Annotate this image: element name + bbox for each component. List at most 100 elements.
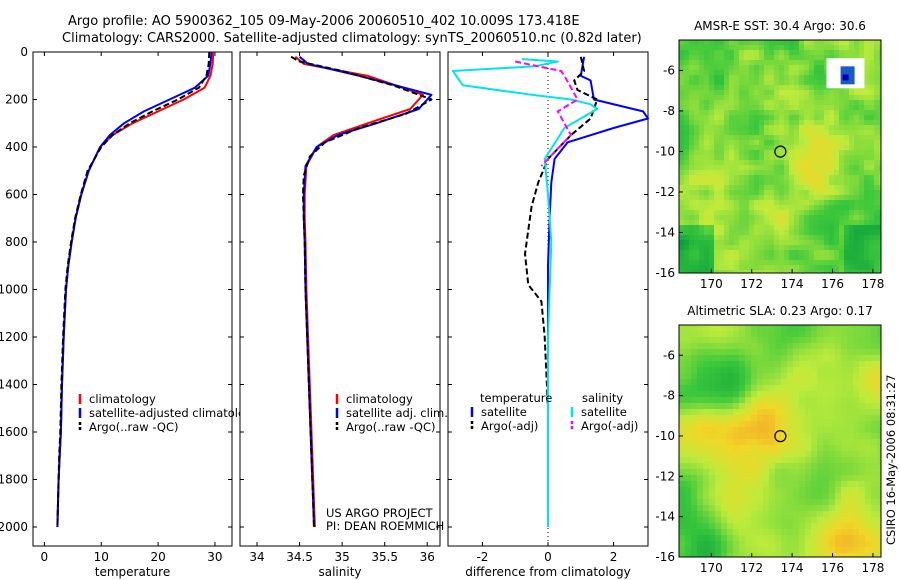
sla_map-cell xyxy=(853,361,860,368)
sst_map-cell xyxy=(874,60,880,66)
sla_map-cell xyxy=(685,415,692,422)
sla_map-cell xyxy=(805,469,812,476)
sst_map-cell xyxy=(819,85,825,91)
sst_map-cell xyxy=(714,60,720,66)
sla_map-cell xyxy=(811,373,818,380)
sla_map-cell xyxy=(679,409,686,416)
sst_map-cell xyxy=(754,115,760,121)
sla_map-cell xyxy=(763,433,770,440)
sla_map-cell xyxy=(733,541,740,548)
sst_map-cell xyxy=(799,60,805,66)
sla_map-cell xyxy=(715,463,722,470)
sla_map-cell xyxy=(865,457,872,464)
sla_map-cell xyxy=(829,331,836,338)
sst_map-cell xyxy=(774,140,780,146)
sla_map-cell xyxy=(871,547,878,554)
sla_map-cell xyxy=(715,427,722,434)
sst_map-cell xyxy=(734,95,740,101)
sla_map-cell xyxy=(841,409,848,416)
sla_map-cell xyxy=(757,451,764,458)
sla_map-ytick-label: -10 xyxy=(655,429,675,443)
sla_map-cell xyxy=(703,439,710,446)
sst_map-cell xyxy=(834,45,840,51)
sst_map-cell xyxy=(794,210,800,216)
sla_map-cell xyxy=(685,505,692,512)
sst_map-cell xyxy=(824,160,830,166)
sla_map-cell xyxy=(781,457,788,464)
sst_map-cell xyxy=(769,110,775,116)
sst_map-cell xyxy=(829,115,835,121)
sla_map-cell xyxy=(805,355,812,362)
sst_map-cell xyxy=(799,200,805,206)
sst_map-cell xyxy=(769,120,775,126)
sla_map-cell xyxy=(799,337,806,344)
sst_map-cell xyxy=(834,265,840,271)
sst_map-cell xyxy=(759,110,765,116)
sst_map-cell xyxy=(879,110,882,116)
sla_map-cell xyxy=(763,421,770,428)
sla_map-cell xyxy=(679,547,686,554)
sst_map-cell xyxy=(754,230,760,236)
sst_map-cell xyxy=(754,220,760,226)
sla_map-cell xyxy=(691,457,698,464)
sst_map-cell xyxy=(864,45,870,51)
sst_map-cell xyxy=(799,175,805,181)
sst_map-cell xyxy=(844,260,850,266)
sla_map-cell xyxy=(691,547,698,554)
sst_map-cell xyxy=(819,175,825,181)
sst_map-cell xyxy=(754,245,760,251)
sla_map-cell xyxy=(745,385,752,392)
sla_map-cell xyxy=(745,439,752,446)
sla_map-cell xyxy=(763,553,770,558)
sst_map-cell xyxy=(769,185,775,191)
sla_map-cell xyxy=(817,337,824,344)
sla_map-cell xyxy=(727,481,734,488)
sla_map-cell xyxy=(793,403,800,410)
sst_map-cell xyxy=(874,200,880,206)
sst_map-cell xyxy=(719,105,725,111)
sla_map-cell xyxy=(787,439,794,446)
sla_map-cell xyxy=(835,349,842,356)
sst_map-cell xyxy=(759,85,765,91)
sla_map-cell xyxy=(763,385,770,392)
sla_map-cell xyxy=(697,415,704,422)
sst_map-cell xyxy=(814,220,820,226)
sla_map-cell xyxy=(703,427,710,434)
sst_map-cell xyxy=(879,165,882,171)
sst_map-cell xyxy=(819,130,825,136)
sst_map-cell xyxy=(804,135,810,141)
sst_map-cell xyxy=(814,225,820,231)
sst_map-cell xyxy=(794,265,800,271)
sst_map-cell xyxy=(789,140,795,146)
sla_map-cell xyxy=(871,535,878,542)
sla_map-cell xyxy=(769,535,776,542)
sst_map-cell xyxy=(729,60,735,66)
sla_map-cell xyxy=(835,331,842,338)
sst_map-cell xyxy=(739,75,745,81)
sla_map-cell xyxy=(739,343,746,350)
sst_map-cell xyxy=(699,55,705,61)
sst_map-cell xyxy=(729,115,735,121)
sla_map-cell xyxy=(823,331,830,338)
sst_map-cell xyxy=(769,40,775,46)
sst_map-cell xyxy=(694,190,700,196)
sla_map-cell xyxy=(835,355,842,362)
sla_map-cell xyxy=(799,331,806,338)
difference-series-line xyxy=(514,60,579,167)
sla_map-cell xyxy=(793,487,800,494)
sst_map-cell xyxy=(764,230,770,236)
sst_map-cell xyxy=(739,50,745,56)
sla_map-cell xyxy=(691,463,698,470)
sla_map-cell xyxy=(757,325,764,332)
sst_map-cell xyxy=(684,95,690,101)
sst_map-cell xyxy=(764,120,770,126)
sla_map-cell xyxy=(739,541,746,548)
sst_map-cell xyxy=(874,180,880,186)
sst_map-cell xyxy=(759,210,765,216)
sst_map-cell xyxy=(684,175,690,181)
sla_map-frame xyxy=(678,324,882,558)
sst_map-cell xyxy=(689,215,695,221)
sst_map-cell xyxy=(679,110,685,116)
sla_map-cell xyxy=(769,415,776,422)
